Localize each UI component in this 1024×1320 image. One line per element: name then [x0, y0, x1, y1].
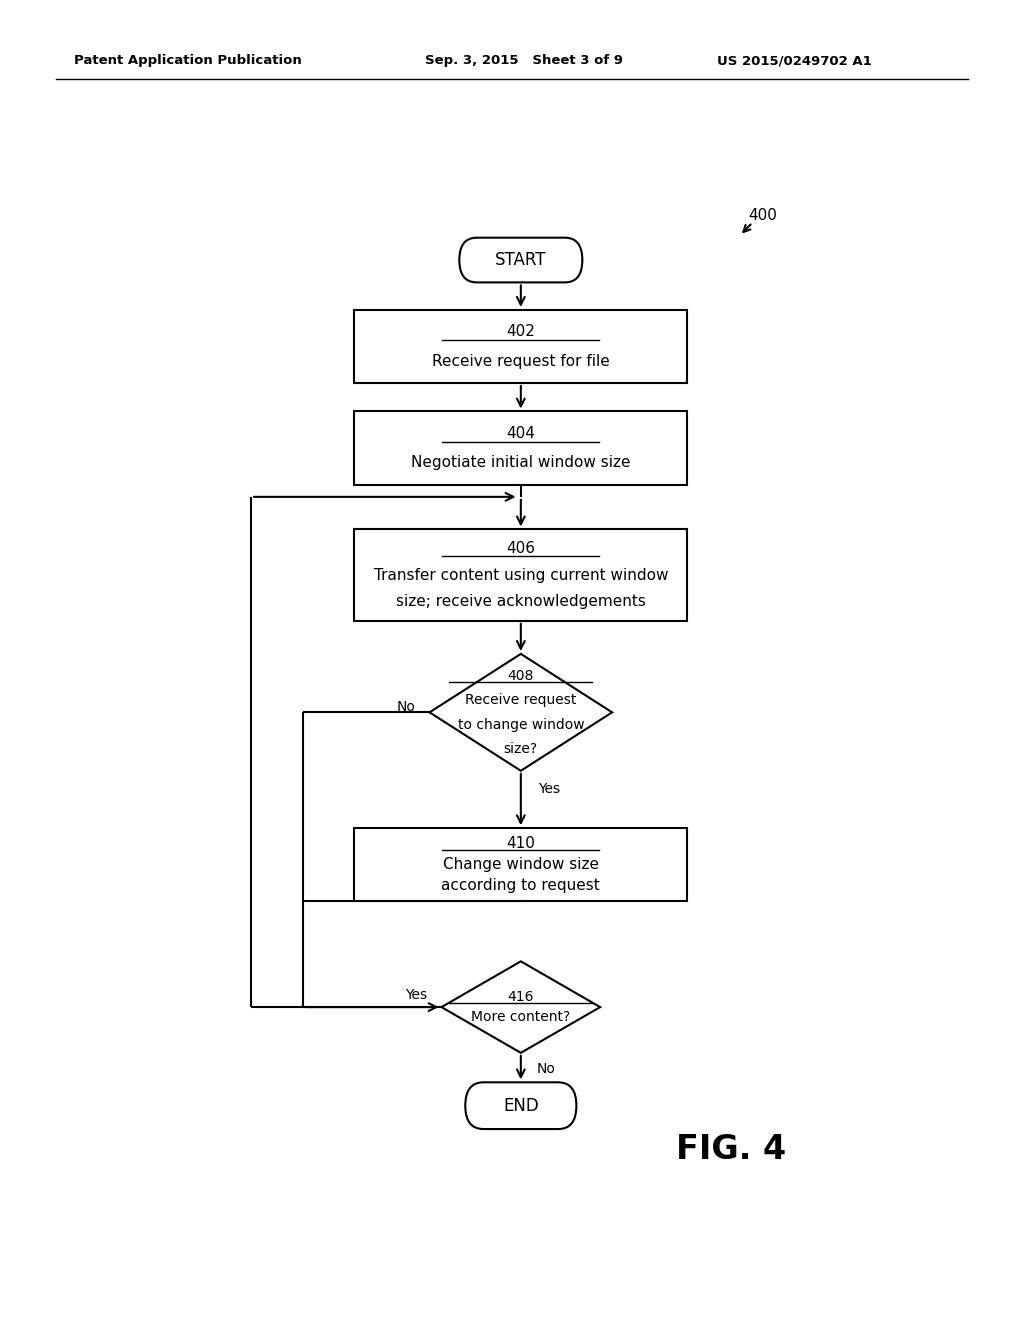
Text: 402: 402: [507, 325, 536, 339]
Bar: [354, 828, 687, 902]
Text: 404: 404: [507, 426, 536, 441]
Text: 408: 408: [508, 668, 535, 682]
Text: to change window: to change window: [458, 718, 584, 731]
Text: FIG. 4: FIG. 4: [676, 1133, 786, 1166]
Polygon shape: [430, 653, 612, 771]
Text: 416: 416: [508, 990, 535, 1005]
Text: More content?: More content?: [471, 1010, 570, 1024]
Text: 400: 400: [749, 207, 777, 223]
Text: size?: size?: [504, 742, 538, 756]
Text: Yes: Yes: [406, 987, 427, 1002]
Text: 410: 410: [507, 837, 536, 851]
Text: according to request: according to request: [441, 878, 600, 894]
Text: No: No: [537, 1063, 556, 1076]
Text: Receive request: Receive request: [465, 693, 577, 708]
Text: size; receive acknowledgements: size; receive acknowledgements: [396, 594, 646, 609]
Text: Receive request for file: Receive request for file: [432, 354, 609, 368]
Text: Transfer content using current window: Transfer content using current window: [374, 568, 668, 582]
Text: Sep. 3, 2015   Sheet 3 of 9: Sep. 3, 2015 Sheet 3 of 9: [425, 54, 623, 67]
Polygon shape: [441, 961, 600, 1053]
Text: US 2015/0249702 A1: US 2015/0249702 A1: [717, 54, 871, 67]
Bar: [354, 529, 687, 620]
Bar: [354, 310, 687, 383]
FancyBboxPatch shape: [460, 238, 583, 282]
Text: Patent Application Publication: Patent Application Publication: [74, 54, 301, 67]
Text: Change window size: Change window size: [442, 857, 599, 873]
Text: Yes: Yes: [539, 781, 560, 796]
FancyBboxPatch shape: [465, 1082, 577, 1129]
Text: START: START: [495, 251, 547, 269]
Text: 406: 406: [506, 541, 536, 557]
Text: END: END: [503, 1097, 539, 1114]
Text: Negotiate initial window size: Negotiate initial window size: [411, 455, 631, 470]
Bar: [354, 412, 687, 484]
Text: No: No: [396, 700, 416, 714]
